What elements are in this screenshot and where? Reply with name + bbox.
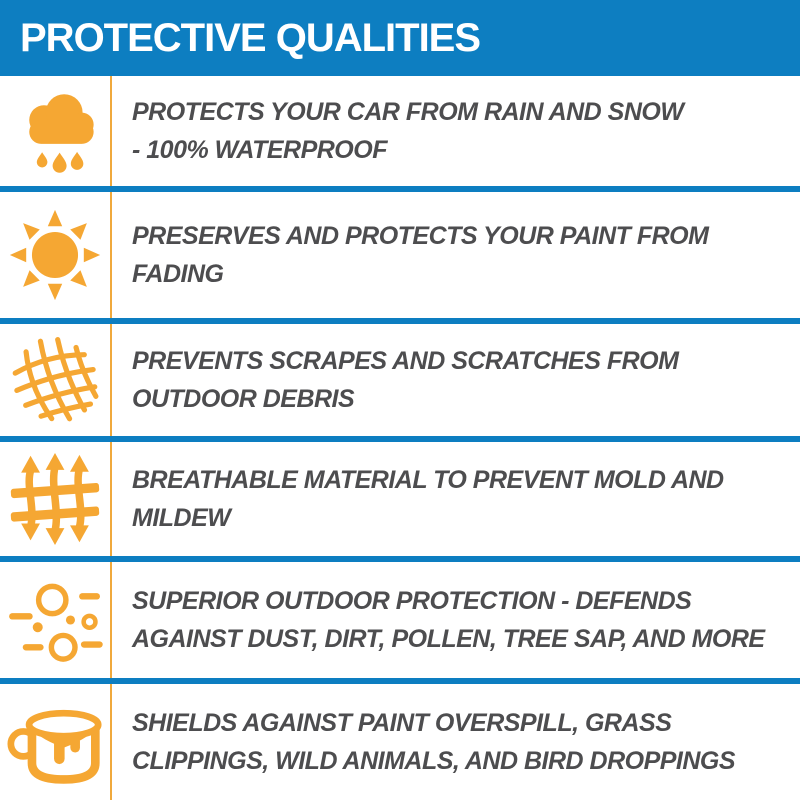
caption-cell: PREVENTS SCRAPES AND SCRATCHES FROM OUTD… xyxy=(110,342,800,418)
breathable-arrows-icon xyxy=(10,452,100,546)
caption-cell: SUPERIOR OUTDOOR PROTECTION - DEFENDS AG… xyxy=(110,582,800,658)
caption-line: SUPERIOR OUTDOOR PROTECTION - DEFENDS xyxy=(132,587,692,615)
blue-divider xyxy=(0,556,800,562)
feature-row-scratches: PREVENTS SCRAPES AND SCRATCHES FROM OUTD… xyxy=(0,324,800,436)
caption-line: - 100% WATERPROOF xyxy=(132,136,387,164)
page-title: PROTECTIVE QUALITIES xyxy=(20,15,481,60)
caption-cell: SHIELDS AGAINST PAINT OVERSPILL, GRASS C… xyxy=(110,704,800,780)
icon-cell xyxy=(0,85,110,177)
caption-line: MILDEW xyxy=(132,504,231,532)
header-bar: PROTECTIVE QUALITIES xyxy=(0,0,800,76)
blue-divider xyxy=(0,678,800,684)
icon-cell xyxy=(0,333,110,427)
feature-row-overspill: SHIELDS AGAINST PAINT OVERSPILL, GRASS C… xyxy=(0,684,800,800)
blue-divider xyxy=(0,186,800,192)
caption-line: PRESERVES AND PROTECTS YOUR PAINT FROM xyxy=(132,222,709,250)
blue-divider xyxy=(0,436,800,442)
caption-line: PROTECTS YOUR CAR FROM RAIN AND SNOW xyxy=(132,98,684,126)
feature-row-waterproof: PROTECTS YOUR CAR FROM RAIN AND SNOW - 1… xyxy=(0,76,800,186)
paint-bucket-icon xyxy=(7,709,102,784)
caption-line: OUTDOOR DEBRIS xyxy=(132,385,355,413)
icon-cell xyxy=(0,574,110,666)
icon-cell xyxy=(0,452,110,546)
icon-cell xyxy=(0,694,110,790)
caption-cell: PRESERVES AND PROTECTS YOUR PAINT FROM F… xyxy=(110,217,800,293)
sun-icon xyxy=(9,209,101,301)
feature-row-fading: PRESERVES AND PROTECTS YOUR PAINT FROM F… xyxy=(0,192,800,318)
caption-line: CLIPPINGS, WILD ANIMALS, AND BIRD DROPPI… xyxy=(132,747,736,775)
caption-cell: BREATHABLE MATERIAL TO PREVENT MOLD AND … xyxy=(110,461,800,537)
caption-cell: PROTECTS YOUR CAR FROM RAIN AND SNOW - 1… xyxy=(110,93,800,169)
feature-row-outdoor-protection: SUPERIOR OUTDOOR PROTECTION - DEFENDS AG… xyxy=(0,562,800,678)
feature-row-breathable: BREATHABLE MATERIAL TO PREVENT MOLD AND … xyxy=(0,442,800,556)
caption-line: PREVENTS SCRAPES AND SCRATCHES FROM xyxy=(132,347,679,375)
mesh-net-icon xyxy=(12,337,99,422)
caption-line: SHIELDS AGAINST PAINT OVERSPILL, GRASS xyxy=(132,709,672,737)
caption-line: BREATHABLE MATERIAL TO PREVENT MOLD AND xyxy=(132,466,724,494)
icon-cell xyxy=(0,207,110,303)
caption-line: AGAINST DUST, DIRT, POLLEN, TREE SAP, AN… xyxy=(132,625,765,653)
blue-divider xyxy=(0,318,800,324)
caption-line: FADING xyxy=(132,260,224,288)
dust-particles-icon xyxy=(9,583,103,662)
rain-cloud-icon xyxy=(29,94,94,173)
